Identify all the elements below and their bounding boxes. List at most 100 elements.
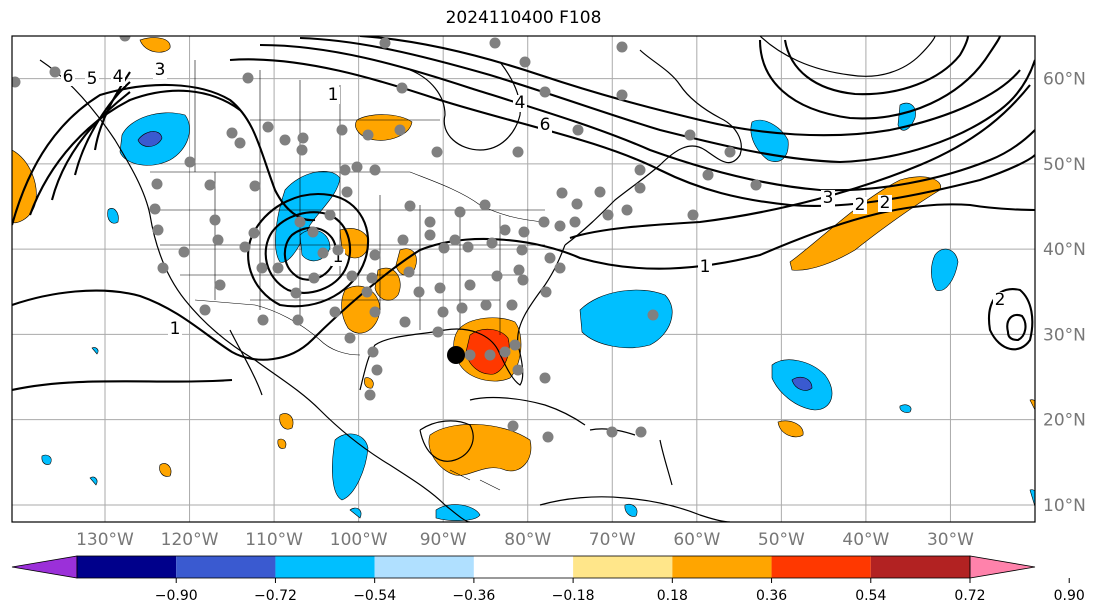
- station-dot: [684, 129, 696, 141]
- station-dot: [367, 346, 379, 358]
- station-dot: [297, 132, 309, 144]
- contour-2-atlantic: [569, 84, 1031, 239]
- station-dot: [226, 127, 238, 139]
- colorbar-tick-label: −0.90: [155, 588, 198, 604]
- station-dot: [602, 209, 614, 221]
- contour-1-lower: [12, 378, 233, 392]
- contour-label: 1: [170, 319, 181, 339]
- station-dot: [434, 282, 446, 294]
- station-dot: [499, 346, 511, 358]
- shade-orange-small-1: [279, 413, 294, 430]
- station-dot: [369, 249, 381, 261]
- contour-label: 6: [540, 115, 551, 135]
- station-dot: [204, 179, 216, 191]
- station-dot: [339, 164, 351, 176]
- station-dot: [431, 146, 443, 158]
- station-dot: [262, 121, 274, 133]
- station-dot: [702, 169, 714, 181]
- lon-tick-label: 50°W: [758, 530, 805, 550]
- station-dot: [272, 262, 284, 274]
- station-dot: [480, 299, 492, 311]
- colorbar-extend-max: [969, 555, 1036, 579]
- colorbar-segment: [77, 556, 177, 578]
- station-dot: [214, 279, 226, 291]
- station-dot: [621, 204, 633, 216]
- shade-orange-small-4: [1029, 399, 1035, 411]
- lon-tick-label: 30°W: [927, 530, 974, 550]
- station-dot: [724, 146, 736, 158]
- contour-label-bg: [821, 190, 835, 207]
- station-dot: [424, 229, 436, 241]
- contour-label: 2: [855, 195, 866, 215]
- station-dot: [351, 161, 363, 173]
- contour-label: 6: [63, 67, 74, 87]
- lon-tick-label: 90°W: [420, 530, 467, 550]
- station-dot: [616, 41, 628, 53]
- highlight-marker: [447, 346, 465, 364]
- station-dot: [539, 86, 551, 98]
- contour-label-bg: [153, 62, 167, 79]
- station-dot: [307, 226, 319, 238]
- station-dot: [366, 272, 378, 284]
- station-dot: [634, 182, 646, 194]
- colorbar-segment: [672, 556, 772, 578]
- station-dot: [119, 36, 131, 42]
- shade-blue-small-4: [1029, 489, 1035, 508]
- station-dot: [332, 244, 344, 256]
- shade-orange-small-5: [277, 438, 287, 449]
- contour-label-bg: [111, 69, 125, 86]
- shade-blue-atlantic-mid: [579, 289, 673, 348]
- station-dot: [371, 364, 383, 376]
- shade-blue-small-2: [89, 476, 98, 486]
- colorbar-tick-label: 0.18: [657, 588, 688, 604]
- station-dot: [369, 164, 381, 176]
- shade-darkblue-atlantic-lower: [791, 376, 813, 391]
- shade-orange-small-3: [777, 420, 804, 438]
- station-dot: [572, 124, 584, 136]
- contour-jet-3: [299, 36, 1035, 164]
- contour-4: [50, 91, 131, 201]
- station-dot: [317, 247, 329, 259]
- colorbar-tick-label: −0.72: [254, 588, 297, 604]
- station-dot: [538, 216, 550, 228]
- shade-blue-top-right: [897, 102, 916, 131]
- station-dot: [512, 146, 524, 158]
- station-dot: [432, 326, 444, 338]
- station-dot: [394, 124, 406, 136]
- station-dot: [516, 244, 528, 256]
- station-dot: [249, 180, 261, 192]
- colorbar-segment: [374, 556, 474, 578]
- station-dot: [489, 37, 501, 49]
- coastline-north-america-west: [39, 59, 471, 522]
- colorbar-segment: [473, 556, 574, 578]
- station-dot: [362, 129, 374, 141]
- colorbar-segment: [870, 556, 970, 578]
- coastline-antilles: [659, 439, 673, 486]
- colorbar-tick-labels: −0.90 −0.72 −0.54 −0.36 −0.18 0.18 0.36 0.54 0.7…: [155, 588, 1085, 604]
- shade-blue-left-coast: [107, 208, 119, 224]
- station-dot: [484, 349, 496, 361]
- contour-label: 1: [700, 257, 711, 277]
- station-dot: [454, 206, 466, 218]
- contour-jet-1: [229, 58, 1035, 208]
- shade-blue-small-5: [624, 503, 638, 517]
- contour-label-bg: [538, 117, 552, 134]
- contour-label: 2: [880, 193, 891, 213]
- contour-label-bg: [326, 87, 340, 104]
- station-dot: [509, 339, 521, 351]
- station-dot: [324, 209, 336, 221]
- station-dot: [49, 66, 61, 78]
- station-dot: [438, 242, 450, 254]
- station-dot: [456, 302, 468, 314]
- contour-label-bg: [168, 321, 182, 338]
- station-dot: [462, 241, 474, 253]
- station-dot: [517, 274, 529, 286]
- contour-label: 1: [328, 85, 339, 105]
- station-dot: [424, 216, 436, 228]
- map-frame: [11, 35, 1036, 523]
- lat-tick-label: 60°N: [1043, 70, 1086, 90]
- colorbar-outline: [76, 555, 971, 579]
- station-dot: [571, 198, 583, 210]
- station-dot: [296, 144, 308, 156]
